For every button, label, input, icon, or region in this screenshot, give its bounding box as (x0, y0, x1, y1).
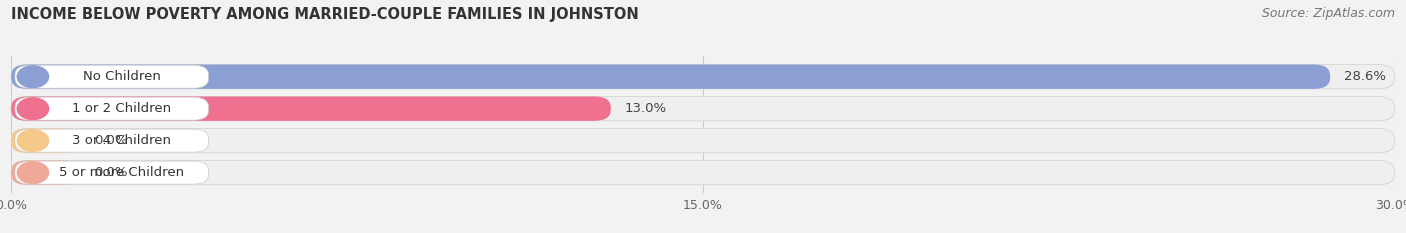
FancyBboxPatch shape (15, 97, 208, 120)
Circle shape (17, 162, 49, 183)
Text: INCOME BELOW POVERTY AMONG MARRIED-COUPLE FAMILIES IN JOHNSTON: INCOME BELOW POVERTY AMONG MARRIED-COUPL… (11, 7, 638, 22)
FancyBboxPatch shape (11, 65, 1330, 89)
FancyBboxPatch shape (11, 161, 1395, 185)
Text: 13.0%: 13.0% (624, 102, 666, 115)
FancyBboxPatch shape (15, 129, 208, 152)
FancyBboxPatch shape (11, 128, 1395, 153)
Circle shape (17, 66, 49, 88)
Text: Source: ZipAtlas.com: Source: ZipAtlas.com (1261, 7, 1395, 20)
Text: 0.0%: 0.0% (94, 134, 128, 147)
FancyBboxPatch shape (15, 161, 208, 184)
Text: 1 or 2 Children: 1 or 2 Children (72, 102, 172, 115)
Text: 3 or 4 Children: 3 or 4 Children (72, 134, 172, 147)
Text: 0.0%: 0.0% (94, 166, 128, 179)
FancyBboxPatch shape (11, 65, 1395, 89)
Circle shape (17, 130, 49, 151)
FancyBboxPatch shape (11, 96, 610, 121)
Circle shape (17, 98, 49, 120)
FancyBboxPatch shape (11, 161, 80, 185)
FancyBboxPatch shape (11, 96, 1395, 121)
Text: No Children: No Children (83, 70, 160, 83)
Text: 28.6%: 28.6% (1344, 70, 1386, 83)
FancyBboxPatch shape (11, 128, 80, 153)
FancyBboxPatch shape (15, 65, 208, 88)
Text: 5 or more Children: 5 or more Children (59, 166, 184, 179)
